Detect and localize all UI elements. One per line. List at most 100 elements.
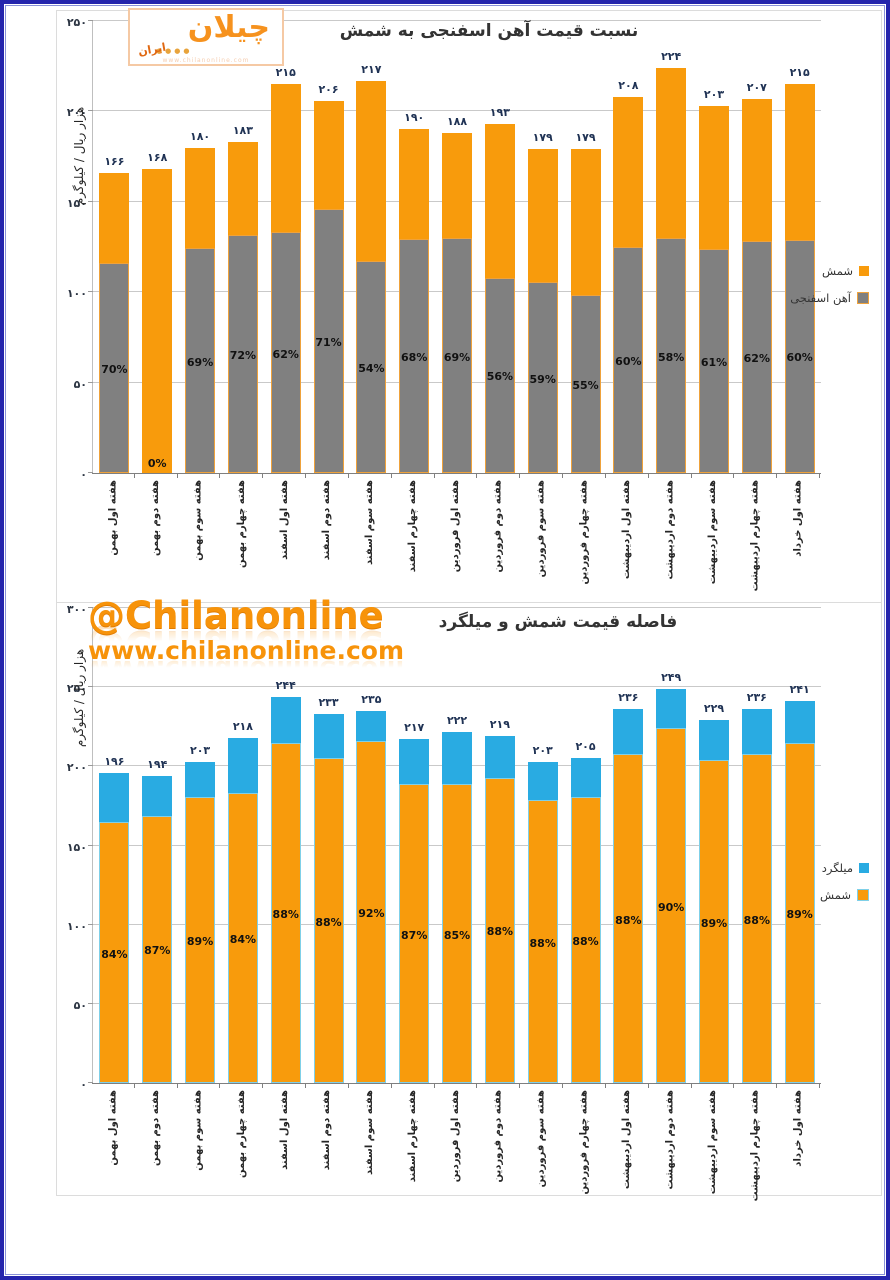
legend-swatch	[859, 266, 869, 276]
x-category-label: هفته سوم بهمن	[193, 1090, 205, 1171]
bar-group: 89% ۲۰۳	[179, 608, 222, 1083]
bar-total-segment: 70%	[99, 172, 130, 473]
bar-total-segment: 88%	[484, 736, 515, 1083]
bar-value-label: ۱۸۳	[232, 124, 253, 138]
ingot-vs-rebar-chart: فاصله قیمت شمش و میلگرد هزار ریال / کیلو…	[56, 602, 882, 1201]
x-category-label: هفته دوم اسفند	[321, 480, 333, 561]
x-category-slot: هفته سوم اسفند	[349, 1084, 392, 1195]
x-category-slot: هفته چهارم بهمن	[220, 474, 264, 603]
x-category-slot: هفته اول خرداد	[777, 1084, 820, 1195]
bar-total-segment: 87%	[142, 775, 173, 1083]
chart-legend: شمش آهن اسفنجی	[777, 264, 869, 318]
y-tick-mark	[88, 20, 93, 21]
x-category-slot: هفته دوم اردیبهشت	[649, 474, 692, 603]
x-category-slot: هفته سوم بهمن	[178, 1084, 221, 1195]
bar-value-label: ۱۹۰	[404, 111, 425, 125]
bar-value-label: ۲۳۳	[318, 696, 339, 710]
bar-inner-segment	[99, 262, 130, 473]
bar-total-segment: 85%	[442, 731, 473, 1083]
x-category-label: هفته دوم اسفند	[321, 1090, 333, 1171]
bar-inner-segment	[527, 282, 558, 473]
y-tick-mark	[88, 923, 93, 925]
x-category-label: هفته اول اسفند	[278, 1090, 290, 1170]
x-category-label: هفته چهارم اردیبهشت	[749, 1090, 761, 1202]
bar-total-segment: 62%	[270, 84, 301, 473]
bar-total-segment: 69%	[442, 133, 473, 473]
bar-value-label: ۲۴۴	[275, 678, 296, 692]
x-axis-labels: هفته اول بهمن هفته دوم بهمن هفته سوم بهمن ه…	[92, 1083, 820, 1201]
bar-group: 88% ۲۴۴	[264, 608, 307, 1083]
legend-item: میلگرد	[777, 861, 869, 875]
chart-title: فاصله قیمت شمش و میلگرد	[438, 612, 678, 632]
y-axis-label: هزار ریال / کیلوگرم	[72, 648, 86, 748]
bar-group: 59% ۱۷۹	[521, 21, 564, 473]
bar-percent-label: 87%	[144, 944, 171, 958]
bars-layer: 84% ۱۹۶ 87% ۱۹۴ 89% ۲۰۳ 84% ۲۱۸ 88% ۲۴۴ 88% ۲۳۳ 92% ۲…	[93, 608, 821, 1083]
bar-group: 72% ۱۸۳	[221, 21, 264, 473]
bar-percent-label: 60%	[615, 355, 642, 369]
bar-group: 88% ۲۱۹	[478, 608, 521, 1083]
bar-total-segment: 62%	[741, 98, 772, 473]
bar-percent-label: 0%	[147, 457, 167, 470]
bar-percent-label: 62%	[743, 351, 770, 365]
legend-swatch	[857, 292, 869, 304]
bar-total-segment: 87%	[399, 739, 430, 1083]
bar-total-segment: 61%	[699, 105, 729, 473]
bar-inner-segment	[656, 238, 687, 473]
bar-value-label: ۲۰۷	[746, 80, 767, 94]
bar-value-label: ۲۳۵	[361, 692, 382, 706]
x-category-slot: هفته دوم فروردین	[477, 1084, 521, 1195]
bar-inner-segment	[356, 261, 387, 473]
bar-total-segment: 90%	[656, 688, 687, 1083]
legend-label: میلگرد	[821, 861, 853, 875]
x-category-label: هفته اول فروردین	[450, 480, 462, 573]
y-tick-mark	[88, 765, 93, 767]
y-tick-label: ۲۰۰	[66, 761, 87, 775]
x-category-slot: هفته دوم اردیبهشت	[649, 1084, 692, 1195]
bar-total-segment: 88%	[527, 761, 558, 1083]
bar-group: 84% ۲۱۸	[221, 608, 264, 1083]
bar-value-label: ۲۴۹	[661, 670, 682, 684]
bar-total-segment: 68%	[399, 129, 430, 473]
bar-percent-label: 85%	[443, 928, 471, 942]
bar-percent-label: 89%	[786, 908, 813, 922]
bar-total-segment: 71%	[313, 100, 344, 473]
bar-total-segment: 58%	[656, 68, 687, 473]
bar-inner-segment	[313, 208, 344, 473]
y-tick-mark	[88, 381, 93, 383]
x-category-slot: هفته اول فروردین	[435, 474, 478, 603]
bar-group: 88% ۲۰۵	[564, 608, 607, 1083]
x-category-label: هفته اول خرداد	[792, 1090, 804, 1167]
bar-inner-segment	[741, 754, 772, 1083]
bar-percent-label: 88%	[315, 915, 342, 929]
bar-group: 68% ۱۹۰	[393, 21, 436, 473]
bar-percent-label: 60%	[786, 351, 813, 365]
x-category-label: هفته چهارم فروردین	[578, 480, 590, 585]
y-tick-mark	[88, 1082, 93, 1083]
x-category-label: هفته سوم فروردین	[535, 480, 547, 578]
y-tick-mark	[88, 1002, 93, 1004]
bar-total-segment: 84%	[99, 772, 130, 1083]
x-category-label: هفته چهارم اردیبهشت	[749, 480, 761, 592]
bar-percent-label: 84%	[101, 947, 128, 961]
bar-inner-segment	[442, 784, 473, 1083]
bar-total-segment: 60%	[613, 96, 644, 473]
bar-inner-segment	[784, 743, 815, 1083]
bar-value-label: ۱۹۴	[147, 757, 168, 771]
plot-area: ۰ ۵۰ ۱۰۰ ۱۵۰ ۲۰۰ ۲۵۰ 70% ۱۶۶ 0% ۱۶۸ 69% ۱۸۰ 72% ۱۸۳ 62…	[67, 16, 821, 481]
bar-group: 87% ۲۱۷	[393, 608, 436, 1083]
bar-percent-label: 88%	[572, 935, 599, 949]
bar-inner-segment	[99, 822, 130, 1083]
bar-inner-segment	[399, 239, 430, 473]
x-category-label: هفته اول بهمن	[107, 1090, 119, 1166]
x-category-label: هفته سوم فروردین	[535, 1090, 547, 1188]
y-tick-label: ۵۰	[73, 998, 87, 1012]
chart-legend: میلگرد شمش	[777, 861, 869, 915]
x-category-label: هفته دوم اردیبهشت	[664, 480, 676, 580]
bar-percent-label: 88%	[743, 913, 770, 927]
bar-total-segment: 72%	[227, 142, 258, 473]
x-category-label: هفته اول اردیبهشت	[621, 1090, 633, 1190]
chilanonline-watermark: @Chilanonline www.chilanonline.com	[88, 596, 404, 664]
y-tick-mark	[88, 110, 93, 112]
bar-inner-segment	[484, 777, 515, 1083]
